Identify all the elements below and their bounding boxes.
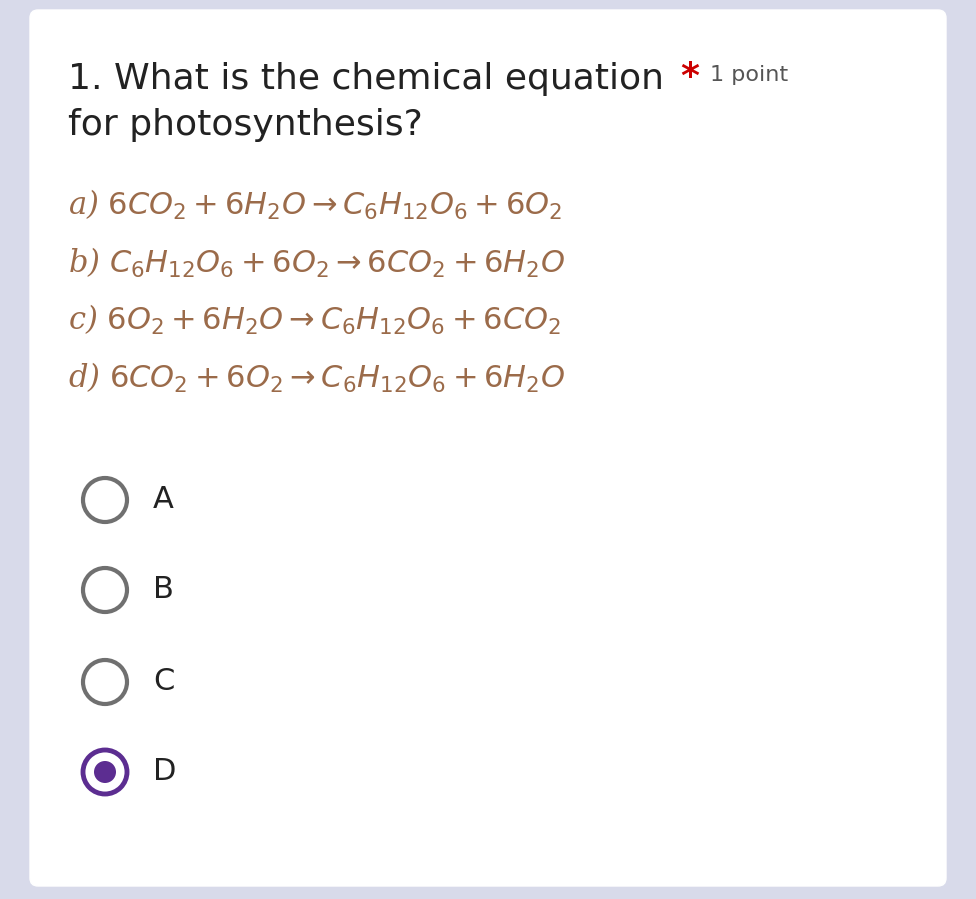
Text: B: B bbox=[153, 575, 174, 604]
Circle shape bbox=[94, 761, 116, 783]
Text: 1. What is the chemical equation: 1. What is the chemical equation bbox=[68, 62, 664, 96]
Text: 1 point: 1 point bbox=[710, 65, 789, 85]
FancyBboxPatch shape bbox=[30, 10, 946, 886]
Text: D: D bbox=[153, 758, 177, 787]
Text: A: A bbox=[153, 485, 174, 514]
Text: c) $6O_{2} + 6H_{2}O \rightarrow C_{6}H_{12}O_{6} + 6CO_{2}$: c) $6O_{2} + 6H_{2}O \rightarrow C_{6}H_… bbox=[68, 303, 561, 337]
Circle shape bbox=[83, 750, 127, 794]
Circle shape bbox=[83, 478, 127, 522]
Text: b) $C_{6}H_{12}O_{6} + 6O_{2} \rightarrow 6CO_{2} + 6H_{2}O$: b) $C_{6}H_{12}O_{6} + 6O_{2} \rightarro… bbox=[68, 246, 565, 280]
Text: C: C bbox=[153, 667, 175, 697]
Text: a) $6CO_{2} + 6H_{2}O \rightarrow C_{6}H_{12}O_{6} + 6O_{2}$: a) $6CO_{2} + 6H_{2}O \rightarrow C_{6}H… bbox=[68, 188, 562, 222]
Circle shape bbox=[83, 660, 127, 704]
Text: d) $6CO_{2} + 6O_{2} \rightarrow C_{6}H_{12}O_{6} + 6H_{2}O$: d) $6CO_{2} + 6O_{2} \rightarrow C_{6}H_… bbox=[68, 361, 565, 395]
Text: for photosynthesis?: for photosynthesis? bbox=[68, 108, 423, 142]
Circle shape bbox=[83, 568, 127, 612]
Text: *: * bbox=[680, 60, 699, 94]
